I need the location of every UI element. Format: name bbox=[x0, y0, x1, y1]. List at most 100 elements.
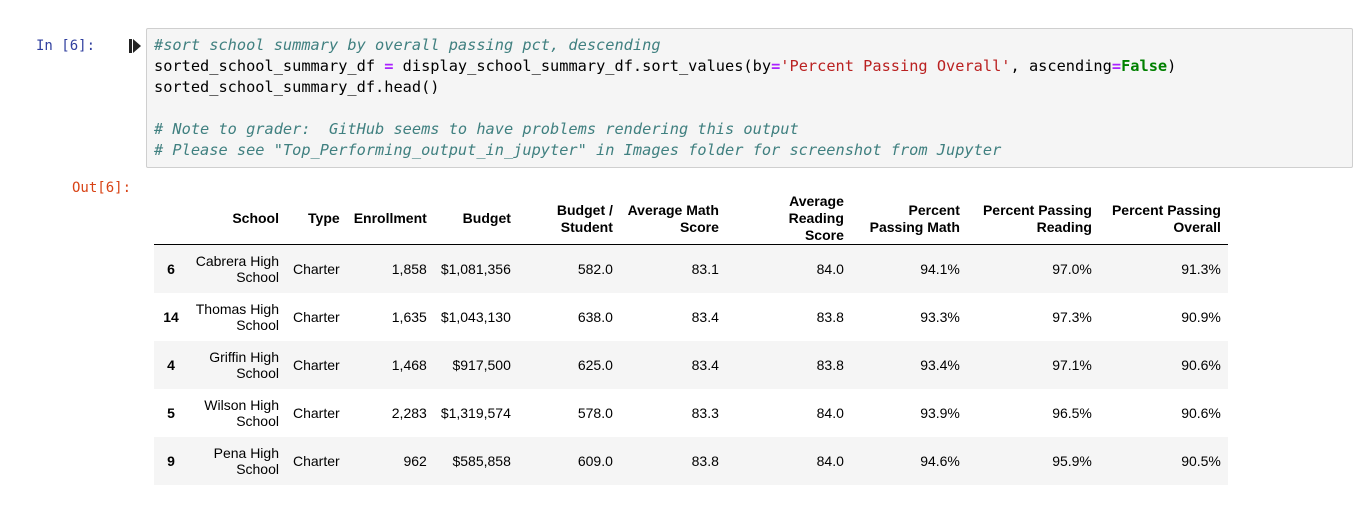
output-prompt: Out[6]: bbox=[72, 180, 132, 196]
code-token: ) bbox=[1167, 57, 1177, 75]
school-name-line: School bbox=[236, 412, 279, 429]
table-row: 4 Griffin High School Charter 1,468 $917,… bbox=[154, 340, 1228, 389]
cell-type: Charter bbox=[293, 356, 340, 373]
cell-school: Griffin High School bbox=[188, 341, 286, 389]
code-line-5: # Note to grader: GitHub seems to have p… bbox=[154, 120, 799, 138]
cell-percent-passing-overall: 90.6% bbox=[1181, 356, 1221, 373]
cell-average-reading-score: 83.8 bbox=[816, 308, 844, 325]
header-type: Type bbox=[286, 193, 347, 245]
cell-type: Charter bbox=[293, 308, 340, 325]
cell-percent-passing-math: 94.6% bbox=[920, 452, 960, 469]
cell-average-math-score: 83.8 bbox=[691, 452, 719, 469]
cell-budget: $585,858 bbox=[452, 452, 511, 469]
header-line: Percent Passing bbox=[1111, 201, 1221, 218]
header-line: Score bbox=[679, 218, 719, 235]
cell-average-math-score: 83.1 bbox=[691, 260, 719, 277]
code-operator: = bbox=[771, 57, 781, 75]
row-index: 5 bbox=[167, 404, 175, 421]
code-line-1: #sort school summary by overall passing … bbox=[154, 36, 661, 54]
cell-percent-passing-math: 93.9% bbox=[920, 404, 960, 421]
header-budget: Budget bbox=[433, 193, 518, 245]
cell-budget: $1,043,130 bbox=[440, 308, 511, 325]
school-name-line: Thomas High bbox=[195, 300, 279, 317]
school-name-line: School bbox=[236, 364, 279, 381]
cell-average-math-score: 83.3 bbox=[691, 404, 719, 421]
cell-budget-per-student: 625.0 bbox=[577, 356, 613, 373]
code-operator: = bbox=[1111, 57, 1122, 75]
cell-percent-passing-reading: 96.5% bbox=[1052, 404, 1092, 421]
header-percent-passing-overall: Percent Passing Overall bbox=[1098, 193, 1228, 245]
header-enrollment: Enrollment bbox=[346, 193, 434, 245]
row-index: 6 bbox=[167, 260, 175, 277]
cell-average-reading-score: 84.0 bbox=[816, 260, 844, 277]
code-keyword: False bbox=[1121, 57, 1168, 75]
cell-school: Pena High School bbox=[188, 437, 286, 485]
cell-percent-passing-reading: 97.0% bbox=[1052, 260, 1092, 277]
header-line: Score bbox=[804, 227, 844, 243]
cell-type: Charter bbox=[293, 260, 340, 277]
header-line: Passing Math bbox=[869, 218, 960, 235]
cell-percent-passing-overall: 90.6% bbox=[1181, 404, 1221, 421]
header-percent-passing-math: Percent Passing Math bbox=[850, 193, 967, 245]
cell-percent-passing-math: 93.4% bbox=[920, 356, 960, 373]
school-name-line: Cabrera High bbox=[195, 252, 279, 269]
school-name-line: School bbox=[236, 316, 279, 333]
cell-type: Charter bbox=[293, 404, 340, 421]
cell-enrollment: 1,858 bbox=[391, 260, 427, 277]
cell-average-reading-score: 84.0 bbox=[816, 404, 844, 421]
run-cell-icon[interactable] bbox=[128, 38, 142, 54]
code-token: , ascending bbox=[1010, 57, 1112, 75]
code-line-4-blank bbox=[154, 98, 1352, 119]
row-index: 4 bbox=[167, 356, 175, 373]
header-line: Average Reading bbox=[788, 193, 844, 226]
cell-percent-passing-overall: 90.5% bbox=[1181, 452, 1221, 469]
cell-budget-per-student: 578.0 bbox=[577, 404, 613, 421]
header-average-reading-score: Average Reading Score bbox=[725, 193, 851, 245]
cell-budget: $1,319,574 bbox=[440, 404, 511, 421]
input-prompt: In [6]: bbox=[36, 38, 96, 54]
cell-average-math-score: 83.4 bbox=[691, 356, 719, 373]
header-line: Reading bbox=[1036, 218, 1092, 235]
code-cell-editor[interactable]: #sort school summary by overall passing … bbox=[146, 28, 1353, 168]
cell-type: Charter bbox=[293, 452, 340, 469]
table-row: 6 Cabrera High School Charter 1,858 $1,08… bbox=[154, 244, 1228, 293]
header-line: Average Math bbox=[627, 201, 719, 218]
cell-budget-per-student: 609.0 bbox=[577, 452, 613, 469]
code-string: 'Percent Passing Overall' bbox=[780, 57, 1011, 75]
cell-average-reading-score: 84.0 bbox=[816, 452, 844, 469]
code-line-2: sorted_school_summary_df = display_schoo… bbox=[154, 56, 1352, 77]
school-name-line: School bbox=[236, 268, 279, 285]
cell-percent-passing-math: 93.3% bbox=[920, 308, 960, 325]
header-line: Student bbox=[560, 218, 613, 235]
header-line: Percent Passing bbox=[982, 201, 1092, 218]
cell-percent-passing-reading: 97.3% bbox=[1052, 308, 1092, 325]
header-school: School bbox=[188, 193, 286, 245]
cell-enrollment: 1,635 bbox=[391, 308, 427, 325]
table-header-row: School Type Enrollment Budget Budget / St… bbox=[154, 193, 1228, 245]
header-budget-per-student: Budget / Student bbox=[517, 193, 620, 245]
table-row: 14 Thomas High School Charter 1,635 $1,04… bbox=[154, 293, 1228, 341]
header-line: Budget / bbox=[556, 201, 613, 218]
cell-budget-per-student: 638.0 bbox=[577, 308, 613, 325]
school-name-line: Wilson High bbox=[204, 396, 279, 413]
header-line: Percent bbox=[908, 201, 960, 218]
school-summary-table: School Type Enrollment Budget Budget / St… bbox=[154, 193, 1228, 485]
code-line-3: sorted_school_summary_df.head() bbox=[154, 78, 440, 96]
table-row: 9 Pena High School Charter 962 $585,858 6… bbox=[154, 436, 1228, 485]
header-average-math-score: Average Math Score bbox=[619, 193, 726, 245]
cell-budget: $917,500 bbox=[452, 356, 511, 373]
cell-school: Thomas High School bbox=[188, 293, 286, 341]
table-row: 5 Wilson High School Charter 2,283 $1,319… bbox=[154, 389, 1228, 437]
cell-budget: $1,081,356 bbox=[440, 260, 511, 277]
cell-enrollment: 1,468 bbox=[391, 356, 427, 373]
cell-percent-passing-overall: 90.9% bbox=[1181, 308, 1221, 325]
cell-percent-passing-overall: 91.3% bbox=[1181, 260, 1221, 277]
table-header: School Type Enrollment Budget Budget / St… bbox=[154, 193, 1228, 245]
header-index bbox=[154, 193, 188, 245]
cell-percent-passing-reading: 95.9% bbox=[1052, 452, 1092, 469]
cell-school: Cabrera High School bbox=[188, 245, 286, 293]
table-body: 6 Cabrera High School Charter 1,858 $1,08… bbox=[154, 244, 1228, 485]
cell-enrollment: 2,283 bbox=[391, 404, 427, 421]
code-line-6: # Please see "Top_Performing_output_in_j… bbox=[154, 141, 1002, 159]
cell-budget-per-student: 582.0 bbox=[577, 260, 613, 277]
